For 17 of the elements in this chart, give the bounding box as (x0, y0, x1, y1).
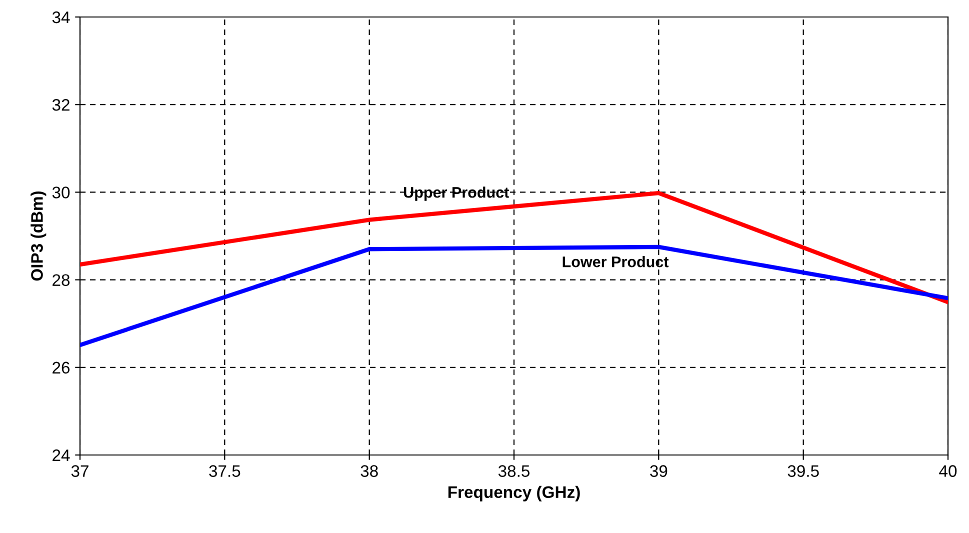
x-tick-label: 39 (650, 465, 668, 477)
y-tick-label: 24 (52, 449, 70, 462)
y-axis-title: OIP3 (dBm) (30, 191, 46, 281)
x-tick-label: 40 (939, 465, 957, 477)
y-tick-label: 26 (52, 362, 70, 374)
y-tick-label: 30 (52, 186, 70, 198)
x-axis-title: Frequency (GHz) (448, 486, 580, 502)
x-tick-label: 38.5 (498, 465, 530, 477)
x-tick-label: 39.5 (788, 465, 819, 477)
x-tick-label: 38 (360, 465, 378, 477)
series-label: Upper Product (404, 186, 509, 201)
x-tick-label: 37 (71, 465, 88, 477)
line-series (80, 244, 948, 348)
y-tick-label: 34 (52, 11, 70, 24)
x-tick-label: 37.5 (209, 465, 240, 477)
y-tick-label: 32 (52, 99, 70, 111)
y-tick-label: 28 (52, 274, 70, 286)
